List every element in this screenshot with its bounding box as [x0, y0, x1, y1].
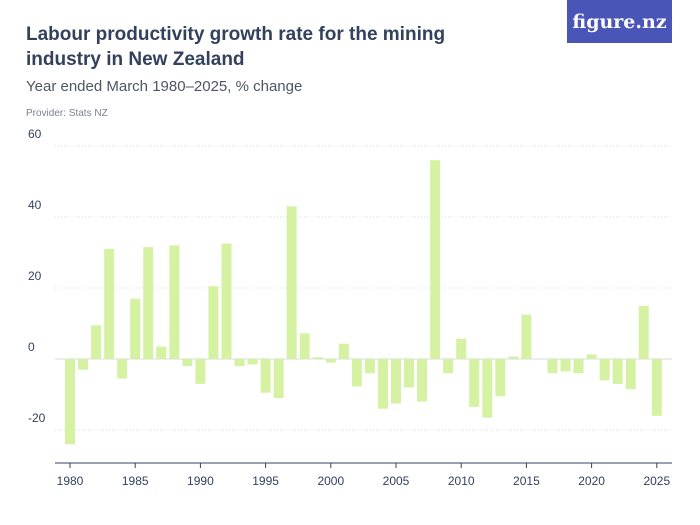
bar-2006[interactable]	[404, 359, 415, 388]
bar-2001[interactable]	[338, 343, 349, 359]
bar-1988[interactable]	[169, 245, 180, 359]
bar-1999[interactable]	[312, 357, 323, 359]
bar-2009[interactable]	[443, 359, 454, 374]
data-provider: Provider: Stats NZ	[26, 108, 108, 119]
bar-2010[interactable]	[456, 338, 467, 359]
bar-1990[interactable]	[195, 359, 206, 384]
bar-2005[interactable]	[391, 359, 401, 404]
y-tick-label: 20	[28, 269, 42, 283]
x-tick-label: 1985	[122, 474, 149, 488]
bar-2017[interactable]	[547, 359, 558, 374]
bar-1981[interactable]	[78, 359, 89, 370]
bar-1993[interactable]	[234, 359, 245, 367]
bar-2012[interactable]	[482, 359, 493, 418]
y-tick-label: 60	[28, 127, 42, 141]
tick-labels: 60 40 20 0 -20 1980 1985 1990 1995 2000 2005 2010 20…	[28, 127, 670, 488]
bar-2003[interactable]	[364, 359, 375, 374]
bar-1985[interactable]	[130, 298, 141, 359]
bar-2024[interactable]	[638, 305, 649, 359]
bar-2019[interactable]	[573, 359, 584, 374]
figure-nz-logo[interactable]: figure.nz	[567, 0, 672, 43]
bar-2022[interactable]	[612, 359, 623, 384]
bar-2025[interactable]	[651, 359, 662, 416]
bar-2020[interactable]	[586, 354, 597, 359]
x-tick-label: 2025	[643, 474, 670, 488]
chart-subtitle: Year ended March 1980–2025, % change	[26, 78, 303, 95]
bar-2013[interactable]	[495, 359, 506, 397]
y-tick-label: -20	[28, 411, 46, 425]
bar-2002[interactable]	[351, 359, 362, 387]
bar-1986[interactable]	[143, 247, 154, 359]
x-axis	[55, 462, 672, 468]
x-tick-label: 1990	[187, 474, 214, 488]
bar-2015[interactable]	[521, 314, 532, 359]
bar-2014[interactable]	[508, 356, 519, 359]
bar-1982[interactable]	[91, 325, 102, 359]
x-tick-label: 1980	[57, 474, 84, 488]
bar-1992[interactable]	[221, 243, 232, 359]
bar-1995[interactable]	[260, 359, 271, 393]
x-tick-label: 1995	[252, 474, 279, 488]
bar-2021[interactable]	[599, 359, 610, 381]
y-tick-label: 40	[28, 198, 42, 212]
bar-2007[interactable]	[417, 359, 428, 402]
bar-2023[interactable]	[625, 359, 636, 390]
bar-1984[interactable]	[117, 359, 128, 379]
bar-1998[interactable]	[299, 333, 310, 359]
bar-1991[interactable]	[208, 286, 219, 359]
bar-2011[interactable]	[469, 359, 480, 407]
bar-2000[interactable]	[325, 359, 336, 363]
bar-1987[interactable]	[156, 346, 167, 359]
x-tick-label: 2005	[383, 474, 410, 488]
bar-1989[interactable]	[182, 359, 193, 367]
bar-2008[interactable]	[430, 160, 441, 359]
bar-1996[interactable]	[273, 359, 284, 399]
chart-title: Labour productivity growth rate for the …	[26, 24, 446, 70]
bars	[65, 160, 662, 445]
bar-2018[interactable]	[560, 359, 571, 372]
bar-2004[interactable]	[377, 359, 388, 409]
x-tick-label: 2010	[448, 474, 475, 488]
x-tick-label: 2000	[317, 474, 344, 488]
bar-1997[interactable]	[286, 206, 297, 359]
x-tick-label: 2020	[578, 474, 605, 488]
y-tick-label: 0	[28, 340, 35, 354]
bar-1983[interactable]	[104, 248, 115, 359]
bar-1980[interactable]	[65, 359, 75, 445]
x-tick-label: 2015	[513, 474, 540, 488]
bar-1994[interactable]	[247, 359, 258, 365]
